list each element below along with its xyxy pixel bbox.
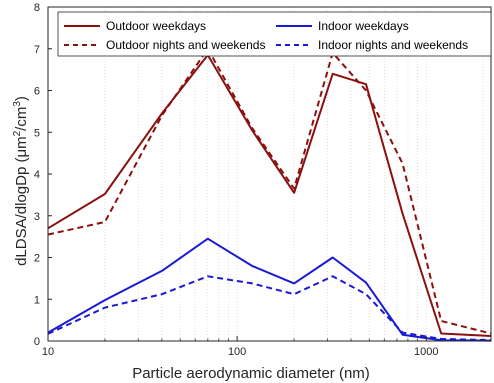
legend-label-indoor-nights-weekends: Indoor nights and weekends — [318, 38, 468, 52]
x-axis-title: Particle aerodynamic diameter (nm) — [132, 365, 370, 382]
legend-label-indoor-weekdays: Indoor weekdays — [318, 19, 409, 33]
y-tick-label: 6 — [34, 86, 40, 98]
x-tick-label: 1000 — [414, 346, 438, 358]
y-tick-label: 2 — [34, 253, 40, 265]
y-tick-label: 4 — [34, 169, 40, 181]
series-line-indoor-nights-and-weekends — [47, 275, 492, 342]
legend-entry-outdoor-weekdays: Outdoor weekdays — [64, 19, 206, 33]
legend-entry-outdoor-nights-weekends: Outdoor nights and weekends — [64, 38, 265, 52]
series-line-outdoor-nights-and-weekends — [47, 47, 492, 335]
x-tick-label: 100 — [228, 346, 246, 358]
y-tick-label: 8 — [34, 2, 40, 14]
y-tick-label: 5 — [34, 127, 40, 139]
y-tick-label: 7 — [34, 44, 40, 56]
y-axis-title: dLDSA/dlogDp (μm2/cm3) — [12, 96, 30, 266]
legend-entry-indoor-nights-weekends: Indoor nights and weekends — [276, 38, 468, 52]
series-line-indoor-weekdays — [47, 237, 492, 342]
x-tick-label: 10 — [42, 346, 54, 358]
legend-entry-indoor-weekdays: Indoor weekdays — [276, 19, 409, 33]
y-tick-label: 1 — [34, 294, 40, 306]
series-line-outdoor-weekdays — [47, 54, 492, 337]
legend-label-outdoor-nights-weekends: Outdoor nights and weekends — [106, 38, 265, 52]
legend-box — [57, 11, 492, 57]
y-tick-label: 3 — [34, 211, 40, 223]
y-tick-label: 0 — [34, 336, 40, 348]
legend-label-outdoor-weekdays: Outdoor weekdays — [106, 19, 206, 33]
legend: Outdoor weekdays Indoor weekdays Outdoor… — [57, 11, 492, 57]
plot-frame — [47, 6, 492, 342]
series-lines — [47, 47, 492, 342]
axis-ticks: 0 1 2 3 4 5 6 7 8 10 100 1000 — [34, 2, 484, 358]
